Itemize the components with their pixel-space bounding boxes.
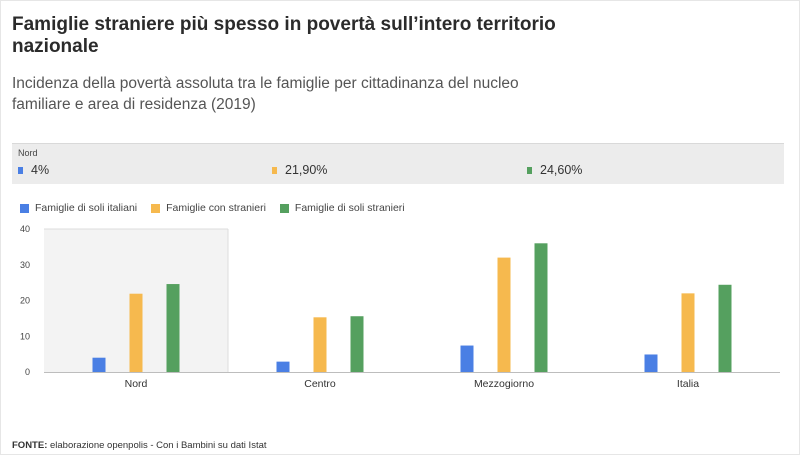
legend-item-italiani[interactable]: Famiglie di soli italiani [20,202,137,214]
x-tick-label: Mezzogiorno [474,378,534,390]
y-tick-label: 0 [25,367,30,377]
bar [166,284,180,372]
legend-label: Famiglie di soli italiani [35,202,138,214]
chart-tooltip: Nord 4% 21,90% 24,60% [12,143,784,184]
x-tick-label: Nord [125,378,148,390]
bar [129,293,143,372]
tooltip-category: Nord [18,148,38,158]
bar [718,284,732,372]
bar [276,361,290,372]
chart-subtitle: Incidenza della povertà assoluta tra le … [12,75,519,113]
x-tick-label: Centro [304,378,336,390]
bar [313,317,327,372]
tooltip-item-italiani: 4% [18,163,49,177]
tooltip-swatch [527,166,532,174]
y-tick-label: 10 [20,331,30,341]
tooltip-value: 24,60% [540,163,583,177]
legend-label: Famiglie con stranieri [166,202,266,214]
bar [534,243,548,372]
legend-item-con-stranieri[interactable]: Famiglie con stranieri [151,202,266,214]
chart-legend: Famiglie di soli italiani Famiglie con s… [20,202,419,214]
bar [460,345,474,372]
legend-item-soli-stranieri[interactable]: Famiglie di soli stranieri [279,202,405,214]
tooltip-value: 21,90% [285,163,328,177]
bar [681,293,695,372]
tooltip-swatch [18,166,23,174]
chart-title: Famiglie straniere più spesso in povertà… [12,14,556,57]
source-text: elaborazione openpolis - Con i Bambini s… [47,440,267,451]
bar [92,357,106,372]
bar [644,354,658,372]
y-tick-label: 30 [20,260,30,270]
x-tick-label: Italia [677,378,699,390]
source-prefix: FONTE: [12,440,48,451]
source-note: FONTE: elaborazione openpolis - Con i Ba… [12,440,267,451]
legend-swatch [20,203,29,213]
tooltip-swatch [272,166,277,174]
tooltip-value: 4% [31,163,50,177]
y-tick-label: 20 [20,296,30,306]
bar-chart: 0 10 20 30 40 Nord Centro Mezzogiorno Italia [20,224,780,390]
legend-swatch [279,203,289,213]
legend-label: Famiglie di soli stranieri [294,202,405,214]
bar [350,316,364,372]
legend-swatch [151,203,161,213]
tooltip-item-soli-stranieri: 24,60% [527,163,582,177]
y-tick-label: 40 [20,224,30,234]
tooltip-item-con-stranieri: 21,90% [272,163,327,177]
bar [497,257,511,372]
